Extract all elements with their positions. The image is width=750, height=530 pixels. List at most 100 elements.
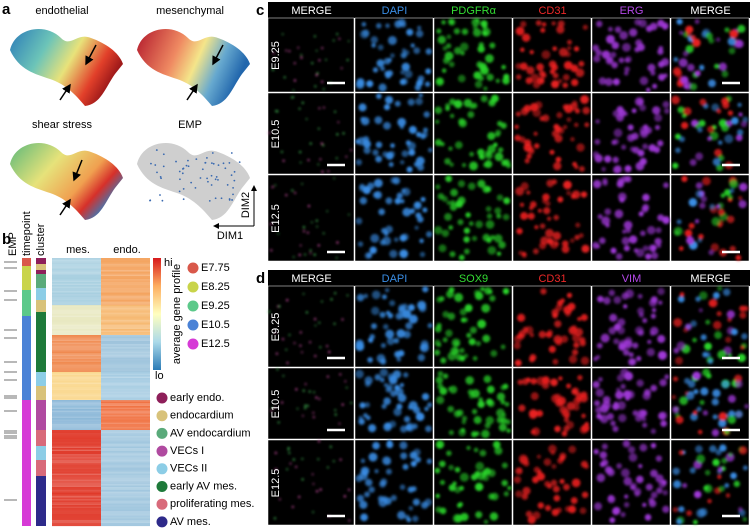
heat-row [101,369,150,372]
cell [596,473,606,483]
cell [538,330,547,339]
cell [735,254,742,261]
cell [359,500,368,509]
cell [459,347,465,354]
cell [543,207,551,215]
cell [650,491,658,499]
cell [383,104,391,111]
cell [412,423,418,430]
cell [301,457,304,461]
heat-row [52,500,101,503]
cell [292,458,296,461]
row-label: E10.5 [270,120,282,149]
legend-label: proliferating mes. [170,498,254,510]
cell [492,440,501,449]
cell [529,353,537,361]
cell [228,162,231,164]
cell [355,138,361,145]
cell [702,351,709,358]
cell [558,47,568,57]
cell [734,380,743,388]
signal [517,375,590,437]
cell [314,85,317,88]
cell [516,228,523,235]
heat-row [101,500,150,503]
heat-row [52,261,101,263]
cell [563,305,573,315]
cell [275,352,279,355]
heat-row [101,496,150,498]
cell [522,486,531,495]
cell [453,28,461,35]
cell [280,401,284,404]
heat-row [52,512,101,515]
cell [454,466,461,473]
cell [320,80,324,84]
cell [560,335,569,343]
cell [314,324,317,327]
cell [621,42,631,52]
heat-row [52,356,101,358]
cell [737,24,746,33]
cell [417,164,425,171]
cell [576,143,585,152]
cell [294,465,298,469]
cell [707,125,715,133]
cell [628,352,634,358]
cell [628,28,638,37]
heat-row [101,407,150,410]
cell [346,294,349,297]
cell [320,300,324,303]
cell [548,444,557,454]
cell [411,486,417,492]
cell [329,445,332,449]
cell [654,113,663,122]
cell [303,253,307,256]
cell [682,50,689,57]
cell [368,424,377,433]
heat-row [101,523,150,525]
cell [486,385,495,394]
cell [439,387,448,396]
cell [475,340,481,347]
cell [449,385,458,394]
cell [496,213,502,219]
cell [384,422,391,429]
cell [721,70,729,78]
cell [319,488,322,491]
cell [322,232,325,235]
cell [483,162,489,168]
cell [344,380,347,383]
cell [386,441,394,449]
column-header: CD31 [538,5,566,17]
cell [556,112,563,119]
cell [226,184,229,186]
cell [417,354,425,362]
heat-row [101,446,150,449]
cell [476,61,483,68]
cell [281,337,285,341]
cell [187,165,190,168]
cluster-segment [36,264,46,270]
cell [501,462,508,469]
cell [400,70,405,75]
legend-swatch [156,392,168,404]
cell [312,391,316,394]
cell [735,134,743,142]
cell [461,420,466,425]
cell [697,238,703,243]
heat-row [52,479,101,482]
cell [405,322,413,330]
cell [325,344,329,348]
heat-row [52,490,101,492]
cell [695,124,701,129]
cell [533,143,540,149]
cell [361,22,367,27]
panel-label: d [256,270,265,287]
cell [616,180,624,188]
cell [734,410,743,419]
heat-row [52,292,101,295]
cell [650,428,656,434]
heat-row [101,469,150,471]
